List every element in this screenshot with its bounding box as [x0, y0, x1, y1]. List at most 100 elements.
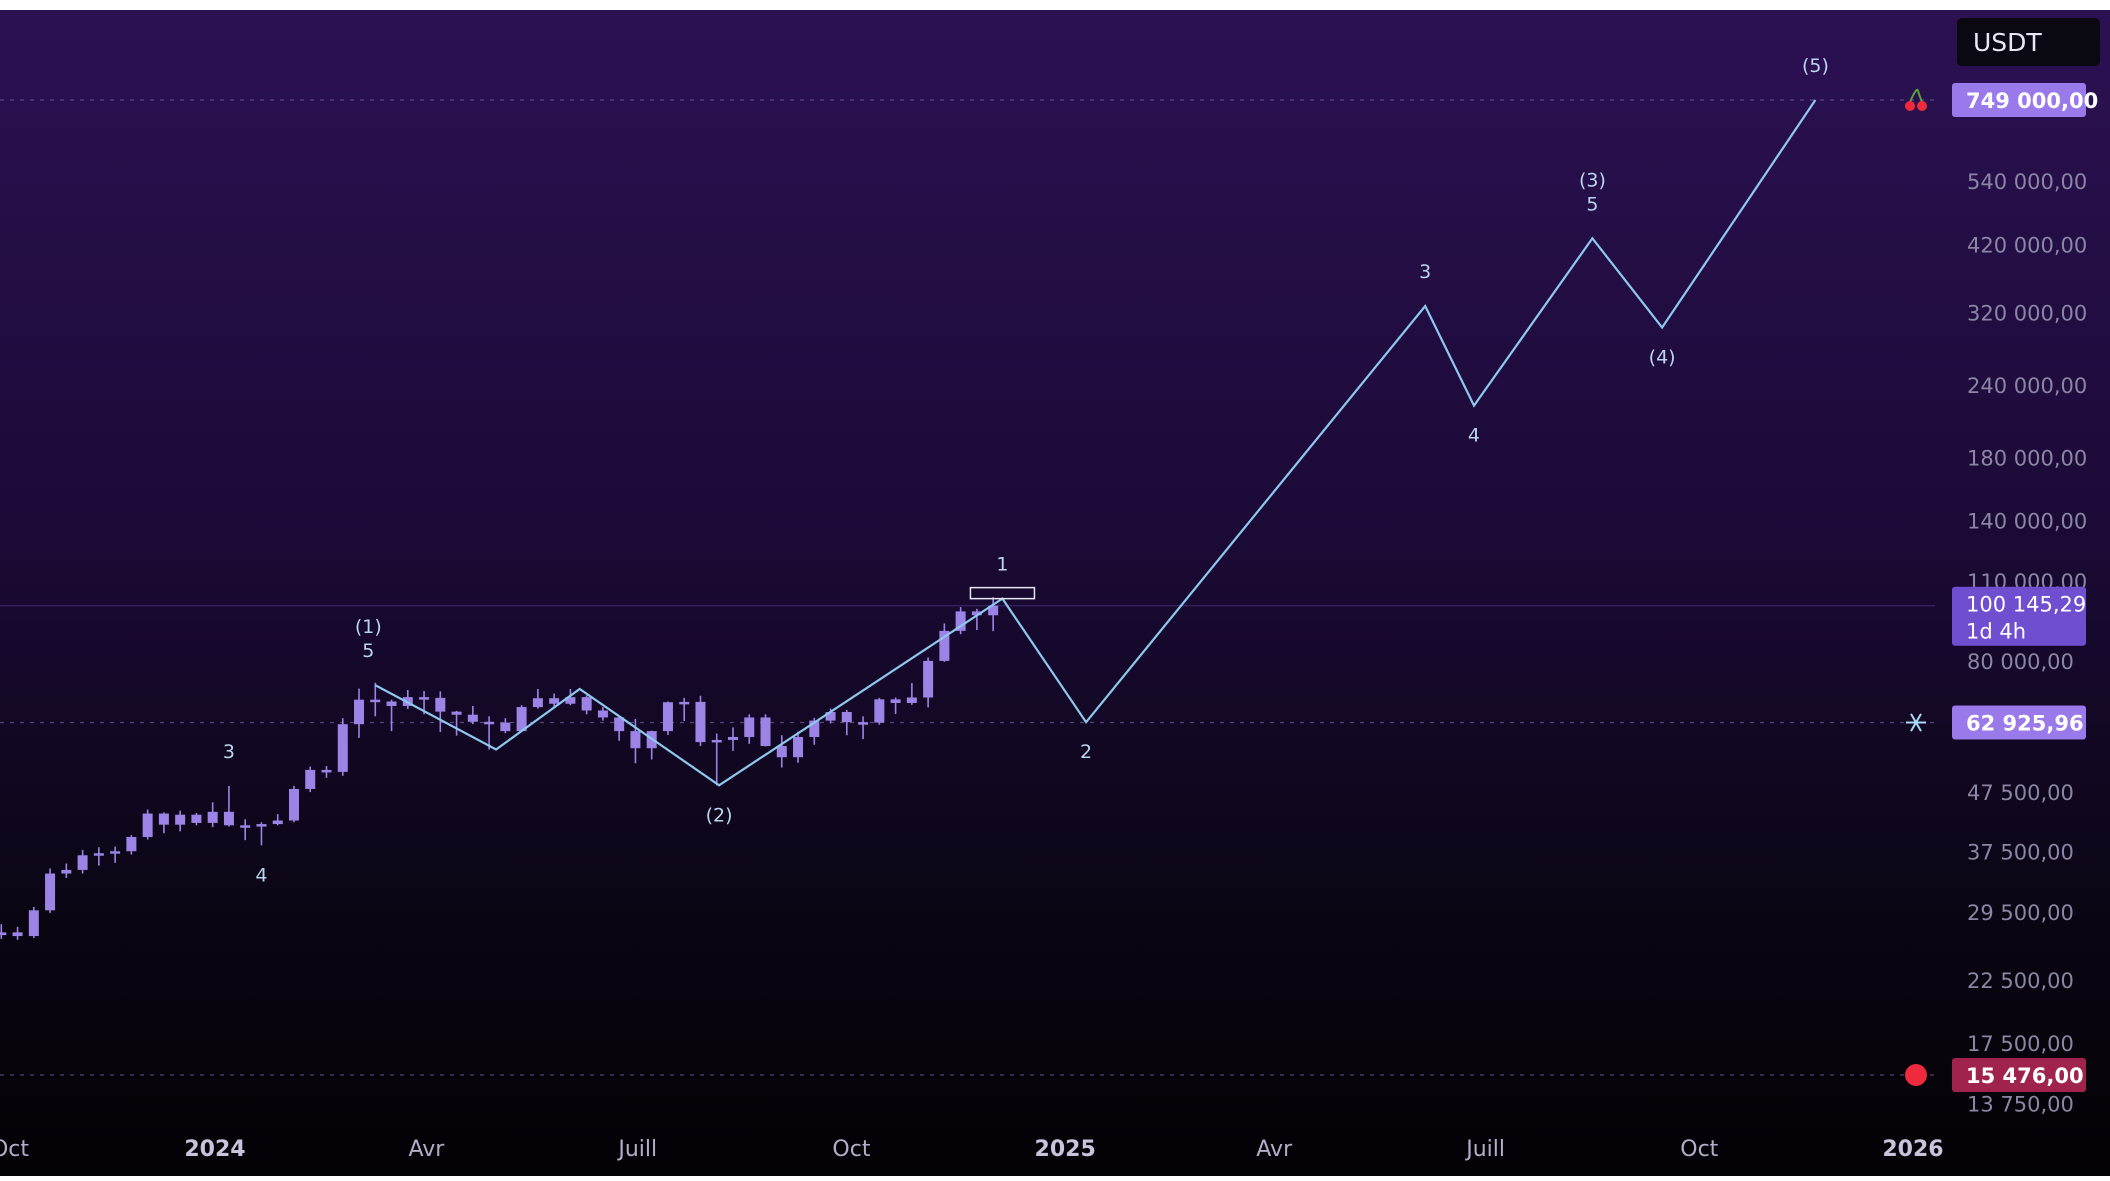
price-tag-stop	[1952, 1058, 2086, 1092]
candle-body[interactable]	[971, 611, 982, 616]
candle-body[interactable]	[451, 711, 462, 715]
candle-body[interactable]	[711, 739, 722, 743]
candle-body[interactable]	[581, 697, 592, 711]
candle-body[interactable]	[890, 699, 901, 703]
wave-label: 1	[996, 554, 1008, 576]
price-tick-label: 29 500,00	[1967, 901, 2074, 925]
candle-body[interactable]	[793, 736, 804, 758]
time-tick-label: Oct	[1680, 1137, 1718, 1162]
price-tag-entry	[1952, 705, 2086, 740]
candle-body[interactable]	[370, 699, 381, 703]
price-tick-label: 320 000,00	[1967, 302, 2087, 326]
snowflake-arm	[1910, 713, 1922, 732]
candle-body[interactable]	[0, 932, 7, 936]
candle-body[interactable]	[272, 820, 283, 825]
wave-label: 5	[1586, 193, 1598, 215]
candle-body[interactable]	[841, 712, 852, 723]
wave-label: (4)	[1649, 346, 1676, 368]
candle-body[interactable]	[988, 605, 999, 616]
wave-label: 3	[223, 741, 235, 763]
candle-body[interactable]	[484, 721, 495, 725]
candle-body[interactable]	[955, 611, 966, 631]
time-tick-label: Oct	[0, 1137, 29, 1162]
price-tick-label: 80 000,00	[1967, 650, 2074, 674]
candle-body[interactable]	[419, 697, 430, 700]
candle-body[interactable]	[614, 717, 625, 732]
candles[interactable]	[0, 597, 999, 940]
candle-body[interactable]	[874, 699, 885, 723]
candle-body[interactable]	[45, 873, 56, 911]
current-price-tag	[1952, 586, 2086, 646]
candle-body[interactable]	[12, 932, 23, 937]
cherry-stem	[1909, 88, 1923, 103]
candle-body[interactable]	[825, 712, 836, 721]
wave1-highlight-box[interactable]	[969, 586, 1036, 600]
candle-body[interactable]	[321, 769, 332, 773]
price-tick-label: 13 750,00	[1967, 1093, 2074, 1117]
candle-body[interactable]	[191, 814, 202, 823]
candle-body[interactable]	[61, 869, 72, 874]
current-price-value: 100 145,29	[1966, 593, 2086, 617]
price-tick-label: 140 000,00	[1967, 509, 2087, 533]
price-tag-target	[1952, 83, 2086, 117]
candle-body[interactable]	[858, 722, 869, 725]
time-tick-label: Avr	[408, 1137, 445, 1162]
candle-body[interactable]	[110, 851, 121, 854]
wave-label: 5	[362, 640, 374, 662]
candle-body[interactable]	[516, 707, 527, 732]
candle-body[interactable]	[923, 660, 934, 698]
wave-line[interactable]	[374, 99, 1817, 787]
candle-body[interactable]	[597, 710, 608, 718]
wave-label: 4	[255, 864, 267, 886]
price-tick-label: 540 000,00	[1967, 170, 2087, 194]
currency-label: USDT	[1973, 28, 2042, 57]
candle-body[interactable]	[223, 811, 234, 826]
candle-body[interactable]	[939, 630, 950, 661]
price-tag-label: 15 476,00	[1966, 1064, 2084, 1088]
elliott-wave-path[interactable]	[374, 99, 1817, 787]
candle-body[interactable]	[760, 717, 771, 747]
candle-body[interactable]	[256, 824, 267, 827]
candle-body[interactable]	[727, 736, 738, 740]
red-dot-icon[interactable]	[1905, 1064, 1927, 1086]
candle-body[interactable]	[906, 697, 917, 703]
snowflake-icon[interactable]	[1906, 713, 1926, 732]
candle-body[interactable]	[467, 714, 478, 722]
candle-body[interactable]	[500, 722, 511, 732]
time-tick-label: Oct	[832, 1137, 870, 1162]
candle-body[interactable]	[695, 701, 706, 743]
candle-body[interactable]	[386, 701, 397, 706]
time-axis[interactable]: Oct 2024 Avr Juill Oct 2025 Avr Juill Oct 2026	[0, 1137, 1944, 1162]
candle-body[interactable]	[240, 825, 251, 828]
candle-body[interactable]	[158, 813, 169, 825]
wave-label: (3)	[1579, 169, 1606, 191]
candle-body[interactable]	[662, 702, 673, 732]
wave-label: (2)	[706, 804, 733, 826]
candle-body[interactable]	[630, 731, 641, 749]
candle-body[interactable]	[288, 788, 299, 821]
candle-body[interactable]	[126, 836, 137, 852]
candle-body[interactable]	[809, 720, 820, 737]
time-tick-label: Juill	[1464, 1137, 1505, 1162]
cherry-icon[interactable]	[1905, 88, 1927, 111]
candle-body[interactable]	[207, 811, 218, 823]
candle-body[interactable]	[744, 717, 755, 737]
candle-body[interactable]	[175, 814, 186, 825]
candle-body[interactable]	[679, 701, 690, 705]
candle-body[interactable]	[77, 855, 88, 870]
candle-body[interactable]	[142, 813, 153, 837]
candle-body[interactable]	[565, 697, 576, 704]
candle-body[interactable]	[354, 699, 365, 725]
candle-body[interactable]	[305, 769, 316, 789]
candle-body[interactable]	[776, 746, 787, 758]
price-tags: 749 000,00 62 925,96 15 476,00 100 145,29 1d…	[1905, 83, 2098, 1092]
candle-body[interactable]	[532, 698, 543, 708]
candle-body[interactable]	[549, 698, 560, 704]
candle-body[interactable]	[337, 724, 348, 772]
candle-body[interactable]	[93, 853, 104, 856]
candle-body[interactable]	[435, 697, 446, 712]
currency-badge[interactable]: USDT	[1957, 18, 2100, 66]
candle-body[interactable]	[28, 910, 39, 937]
wave-label: (5)	[1802, 55, 1829, 77]
